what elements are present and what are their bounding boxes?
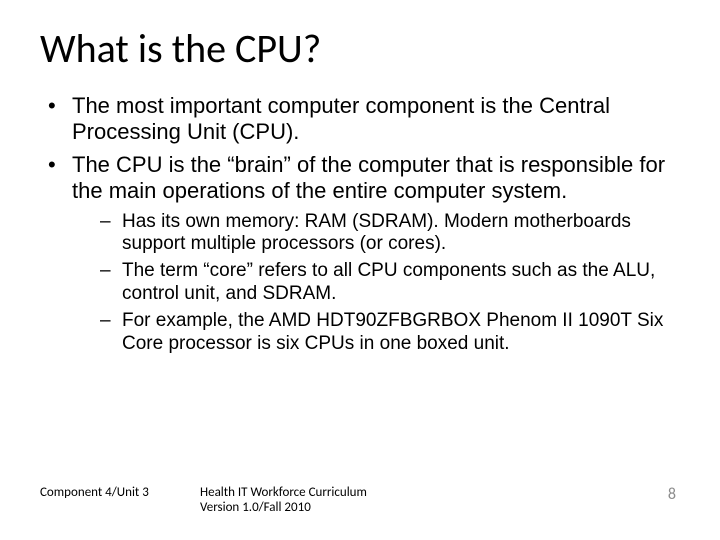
bullet-item: The most important computer component is…	[44, 93, 680, 146]
footer-left: Component 4/Unit 3	[0, 485, 200, 500]
slide-container: What is the CPU? The most important comp…	[0, 0, 720, 540]
footer-center-line2: Version 1.0/Fall 2010	[200, 500, 520, 516]
bullet-list-level2: Has its own memory: RAM (SDRAM). Modern …	[96, 211, 680, 356]
footer-center-line1: Health IT Workforce Curriculum	[200, 485, 520, 501]
bullet-text: The CPU is the “brain” of the computer t…	[72, 152, 665, 203]
page-number: 8	[520, 485, 720, 504]
footer-center: Health IT Workforce Curriculum Version 1…	[200, 485, 520, 516]
subbullet-item: Has its own memory: RAM (SDRAM). Modern …	[96, 211, 680, 257]
slide-title: What is the CPU?	[40, 24, 680, 73]
subbullet-item: The term “core” refers to all CPU compon…	[96, 260, 680, 306]
subbullet-item: For example, the AMD HDT90ZFBGRBOX Pheno…	[96, 310, 680, 356]
bullet-list-level1: The most important computer component is…	[44, 93, 680, 355]
slide-footer: Component 4/Unit 3 Health IT Workforce C…	[0, 485, 720, 516]
bullet-item: The CPU is the “brain” of the computer t…	[44, 152, 680, 356]
